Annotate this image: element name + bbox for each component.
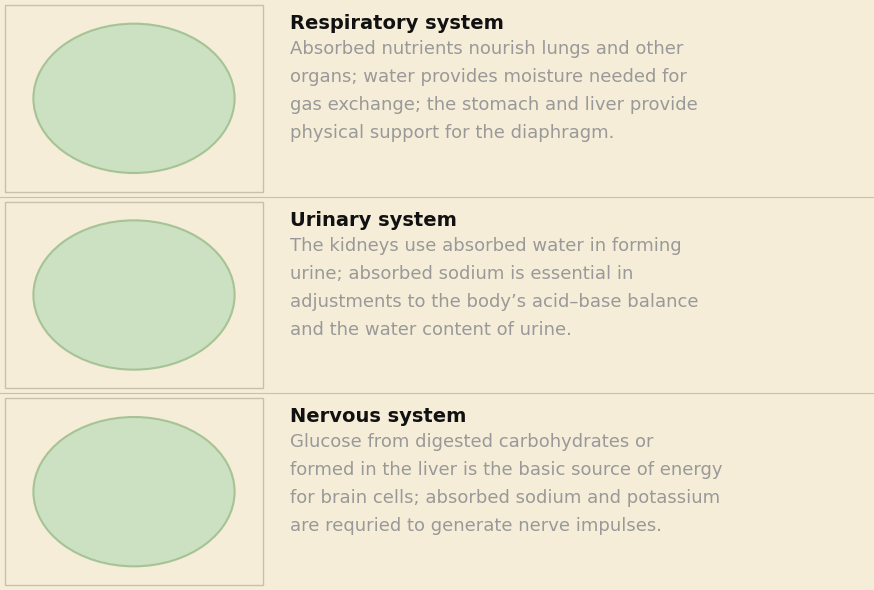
Text: The kidneys use absorbed water in forming: The kidneys use absorbed water in formin… [290, 237, 682, 255]
Text: organs; water provides moisture needed for: organs; water provides moisture needed f… [290, 68, 687, 86]
Ellipse shape [33, 417, 234, 566]
Text: adjustments to the body’s acid–base balance: adjustments to the body’s acid–base bala… [290, 293, 698, 311]
Text: Nervous system: Nervous system [290, 407, 467, 427]
Text: for brain cells; absorbed sodium and potassium: for brain cells; absorbed sodium and pot… [290, 489, 720, 507]
Bar [5, 202, 263, 388]
Text: gas exchange; the stomach and liver provide: gas exchange; the stomach and liver prov… [290, 96, 697, 114]
Bar [5, 398, 263, 585]
Text: Urinary system: Urinary system [290, 211, 457, 230]
Text: Absorbed nutrients nourish lungs and other: Absorbed nutrients nourish lungs and oth… [290, 40, 683, 58]
Text: formed in the liver is the basic source of energy: formed in the liver is the basic source … [290, 461, 723, 479]
Text: Respiratory system: Respiratory system [290, 14, 504, 33]
Ellipse shape [33, 220, 234, 370]
Bar [5, 5, 263, 192]
Text: are requried to generate nerve impulses.: are requried to generate nerve impulses. [290, 517, 662, 535]
Text: Glucose from digested carbohydrates or: Glucose from digested carbohydrates or [290, 433, 654, 451]
Ellipse shape [33, 24, 234, 173]
Text: urine; absorbed sodium is essential in: urine; absorbed sodium is essential in [290, 265, 634, 283]
Text: and the water content of urine.: and the water content of urine. [290, 321, 572, 339]
Text: physical support for the diaphragm.: physical support for the diaphragm. [290, 124, 614, 142]
